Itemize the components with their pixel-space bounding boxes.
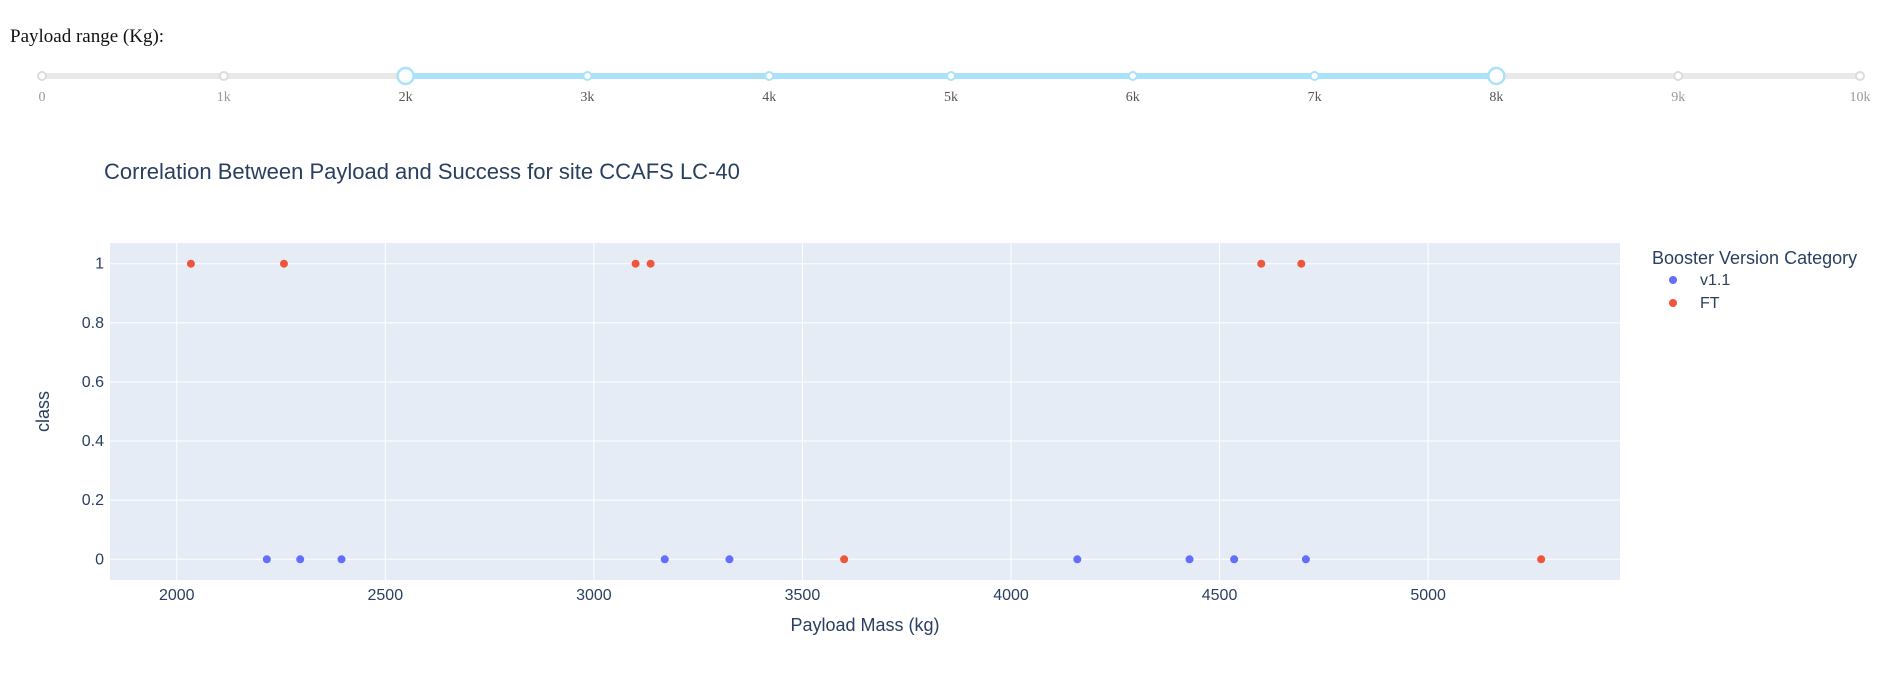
data-point-ft <box>1257 259 1266 268</box>
slider-dot <box>582 71 593 81</box>
slider-tick-label: 4k <box>762 90 776 105</box>
y-tick-label: 0.2 <box>82 492 104 509</box>
y-tick-label: 0.6 <box>82 374 104 391</box>
slider-dot <box>1127 71 1138 81</box>
x-tick-label: 5000 <box>1410 587 1446 604</box>
x-tick-label: 4500 <box>1202 587 1238 604</box>
slider-tick-label: 0 <box>39 90 46 105</box>
data-point-v1-1 <box>1230 555 1239 564</box>
payload-range-label: Payload range (Kg): <box>10 26 165 47</box>
y-axis-label: class <box>33 391 53 432</box>
slider-tick-label: 5k <box>944 90 958 105</box>
slider-tick-label: 6k <box>1126 90 1140 105</box>
y-tick-label: 1 <box>95 256 104 273</box>
slider-tick-label: 1k <box>217 90 231 105</box>
x-tick-label: 3500 <box>785 587 821 604</box>
y-tick-label: 0 <box>95 551 104 568</box>
data-point-ft <box>840 555 849 564</box>
slider-tick-label: 10k <box>1850 90 1871 105</box>
data-point-v1-1 <box>725 555 734 564</box>
legend-marker[interactable] <box>1669 299 1677 307</box>
data-point-v1-1 <box>1073 555 1082 564</box>
slider-dot <box>764 71 775 81</box>
data-point-ft <box>646 259 655 268</box>
slider-handle-max[interactable] <box>1487 66 1506 86</box>
data-point-v1-1 <box>660 555 669 564</box>
slider-handle-min[interactable] <box>396 66 415 86</box>
slider-tick-label: 2k <box>399 90 413 105</box>
x-axis-label: Payload Mass (kg) <box>790 615 939 635</box>
x-tick-label: 4000 <box>993 587 1029 604</box>
slider-tick-label: 7k <box>1308 90 1322 105</box>
data-point-v1-1 <box>1185 555 1194 564</box>
data-point-v1-1 <box>262 555 271 564</box>
chart-title: Correlation Between Payload and Success … <box>104 159 740 184</box>
slider-dot <box>1855 71 1865 81</box>
y-tick-label: 0.4 <box>82 433 104 450</box>
slider-dot <box>1673 71 1684 81</box>
data-point-v1-1 <box>296 555 305 564</box>
slider-tick-label: 9k <box>1671 90 1685 105</box>
x-tick-label: 3000 <box>576 587 612 604</box>
legend-item-label[interactable]: v1.1 <box>1700 272 1730 289</box>
y-tick-label: 0.8 <box>82 315 104 332</box>
slider-tick-label: 3k <box>580 90 594 105</box>
plot-area <box>110 243 1620 580</box>
slider-tick-label: 8k <box>1489 90 1503 105</box>
slider-dot <box>218 71 229 81</box>
payload-range-slider[interactable]: 0 1k 2k 3k 4k 5k 6k 7k 8k 9k 10k <box>0 60 1893 120</box>
legend-marker[interactable] <box>1669 276 1677 284</box>
x-tick-label: 2000 <box>159 587 195 604</box>
legend-item-label[interactable]: FT <box>1700 295 1720 312</box>
data-point-ft <box>631 259 640 268</box>
data-point-ft <box>186 259 195 268</box>
slider-dot <box>37 71 47 81</box>
data-point-ft <box>1537 555 1546 564</box>
slider-dot <box>946 71 956 81</box>
legend-title: Booster Version Category <box>1652 248 1857 268</box>
data-point-ft <box>1297 259 1306 268</box>
payload-success-scatter-chart: Correlation Between Payload and Success … <box>33 159 1857 635</box>
slider-dot <box>1309 71 1320 81</box>
data-point-ft <box>279 259 288 268</box>
x-tick-label: 2500 <box>368 587 404 604</box>
data-point-v1-1 <box>337 555 346 564</box>
data-point-v1-1 <box>1301 555 1310 564</box>
